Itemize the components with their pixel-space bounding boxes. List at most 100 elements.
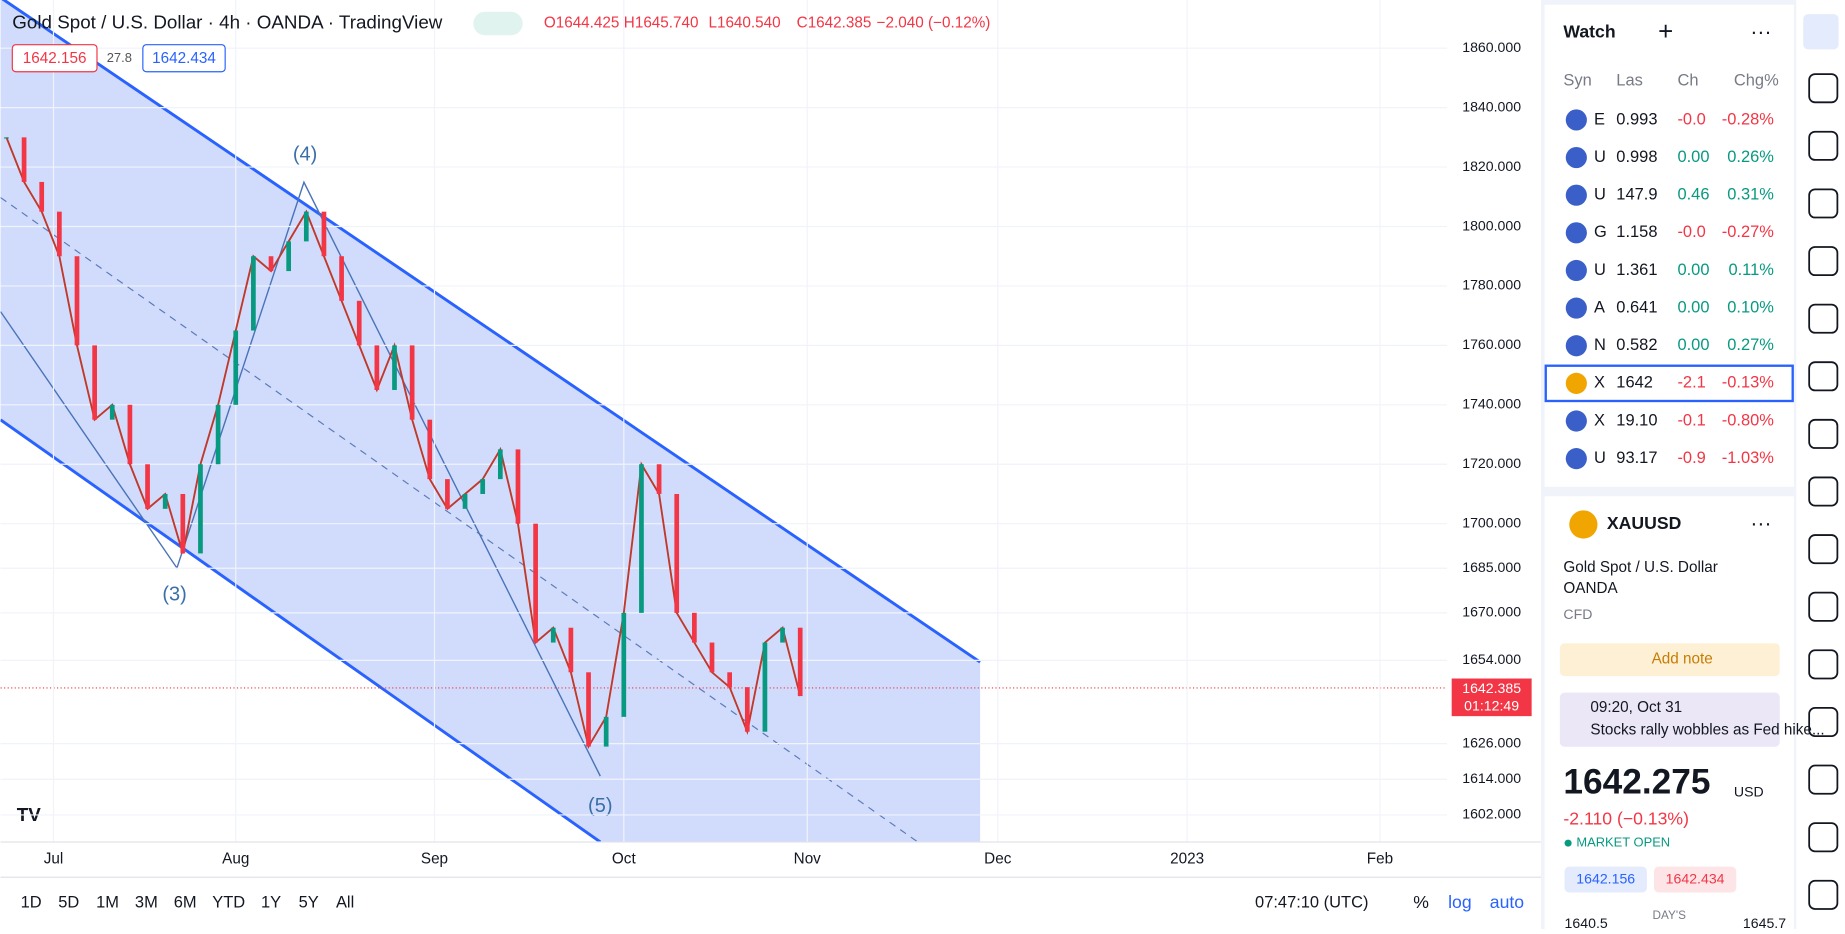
- row-change: -0.0: [1677, 110, 1705, 128]
- side-icon[interactable]: [1808, 246, 1839, 277]
- range-button[interactable]: 6M: [174, 893, 197, 911]
- side-icon[interactable]: [1808, 879, 1839, 910]
- candle: [392, 345, 397, 390]
- row-symbol[interactable]: G: [1594, 223, 1607, 241]
- side-icon[interactable]: [1808, 476, 1839, 507]
- add-note-button[interactable]: [1559, 643, 1780, 677]
- candle: [515, 449, 521, 524]
- row-icon: [1565, 184, 1587, 206]
- row-symbol[interactable]: U: [1594, 186, 1606, 204]
- row-symbol[interactable]: X: [1594, 374, 1605, 392]
- row-symbol[interactable]: U: [1594, 261, 1606, 279]
- more-button[interactable]: ···: [1750, 512, 1771, 535]
- auto-toggle[interactable]: auto: [1490, 892, 1525, 912]
- range-button[interactable]: 5Y: [299, 893, 319, 911]
- row-icon: [1565, 410, 1587, 432]
- candle: [21, 137, 27, 182]
- countdown: 01:12:49: [1464, 697, 1519, 713]
- logo[interactable]: [9, 799, 48, 833]
- row-last: 147.9: [1616, 186, 1657, 204]
- bid-button[interactable]: [11, 44, 98, 73]
- column-header: Chg%: [1734, 71, 1779, 89]
- x-tick-label: Jul: [44, 851, 64, 868]
- log-toggle[interactable]: log: [1448, 892, 1472, 912]
- range-button[interactable]: 1Y: [261, 893, 281, 911]
- candle: [550, 627, 556, 643]
- y-tick-label: 1760.000: [1462, 336, 1521, 352]
- row-change: 0.00: [1677, 336, 1709, 354]
- row-symbol[interactable]: N: [1594, 336, 1606, 354]
- row-symbol[interactable]: E: [1594, 110, 1605, 128]
- add-button[interactable]: +: [1658, 18, 1673, 46]
- row-symbol[interactable]: X: [1594, 411, 1605, 429]
- title: Gold Spot / U.S. Dollar · 4h · OANDA · T…: [12, 11, 442, 32]
- candle: [215, 404, 221, 465]
- ohlc: L1640.540: [708, 15, 780, 32]
- side-icon[interactable]: [1808, 303, 1839, 334]
- candle: [374, 345, 380, 390]
- details-ask[interactable]: [1653, 866, 1737, 893]
- y-tick-label: 1626.000: [1462, 734, 1521, 750]
- price-tag: [1451, 678, 1532, 717]
- details-ask-text: 1642.434: [1666, 870, 1725, 886]
- side-icon[interactable]: [1808, 73, 1839, 104]
- range-button[interactable]: 1D: [21, 893, 42, 911]
- row-change-pct: 0.27%: [1727, 336, 1774, 354]
- side-icon[interactable]: [1808, 649, 1839, 680]
- row-last: 0.998: [1616, 148, 1657, 166]
- details-name: Gold Spot / U.S. Dollar: [1563, 559, 1717, 576]
- selected-row[interactable]: [1544, 364, 1794, 403]
- candle: [709, 642, 715, 673]
- range-high: 1645.7: [1743, 915, 1786, 929]
- y-tick-label: 1654.000: [1462, 651, 1521, 667]
- row-symbol[interactable]: U: [1594, 449, 1606, 467]
- range-button[interactable]: All: [336, 893, 354, 911]
- row-change-pct: 0.10%: [1727, 298, 1774, 316]
- y-tick-label: 1700.000: [1462, 514, 1521, 530]
- candle: [533, 523, 538, 643]
- watchlist-title[interactable]: Watch: [1563, 22, 1615, 42]
- row-icon: [1565, 109, 1587, 131]
- range-button[interactable]: 5D: [58, 893, 79, 911]
- candle: [39, 181, 45, 212]
- wave-line: [0, 180, 601, 777]
- more-button[interactable]: ···: [1750, 21, 1771, 44]
- side-icon[interactable]: [1808, 188, 1839, 219]
- side-icon[interactable]: [1808, 591, 1839, 622]
- ask-button[interactable]: [142, 44, 226, 73]
- side-icon[interactable]: [1808, 822, 1839, 853]
- y-tick-label: 1720.000: [1462, 455, 1521, 471]
- row-symbol[interactable]: U: [1594, 148, 1606, 166]
- side-icon[interactable]: [1808, 361, 1839, 392]
- add-note-label: Add note: [1652, 651, 1713, 668]
- price-tag-value: 1642.385: [1462, 680, 1521, 696]
- row-last: 1642: [1616, 374, 1653, 392]
- range-low: 1640.5: [1565, 915, 1608, 929]
- range-button[interactable]: 1M: [96, 893, 119, 911]
- details-bid[interactable]: [1564, 866, 1647, 893]
- range-button[interactable]: 3M: [135, 893, 158, 911]
- side-icon[interactable]: [1808, 764, 1839, 795]
- side-icon[interactable]: [1808, 130, 1839, 161]
- icon-active[interactable]: [1803, 14, 1839, 50]
- candle: [356, 300, 362, 346]
- candle: [251, 256, 256, 331]
- candle: [656, 464, 662, 494]
- side-icon[interactable]: [1808, 534, 1839, 565]
- candle: [127, 404, 133, 465]
- row-change-pct: 0.11%: [1728, 261, 1774, 279]
- row-symbol[interactable]: A: [1594, 298, 1605, 316]
- side-icon[interactable]: [1808, 418, 1839, 449]
- range-button[interactable]: YTD: [212, 893, 245, 911]
- side-icon[interactable]: [1808, 707, 1839, 738]
- y-tick-label: 1614.000: [1462, 770, 1521, 786]
- wave-label: (5): [588, 795, 612, 817]
- channel-bottom: [0, 418, 602, 842]
- ohlc: H1645.740: [624, 15, 699, 32]
- price-series: [5, 137, 802, 750]
- percent-toggle[interactable]: %: [1413, 892, 1429, 912]
- candle: [603, 716, 609, 747]
- y-tick-label: 1685.000: [1462, 559, 1521, 575]
- candle: [303, 211, 309, 242]
- news-card[interactable]: [1559, 692, 1780, 747]
